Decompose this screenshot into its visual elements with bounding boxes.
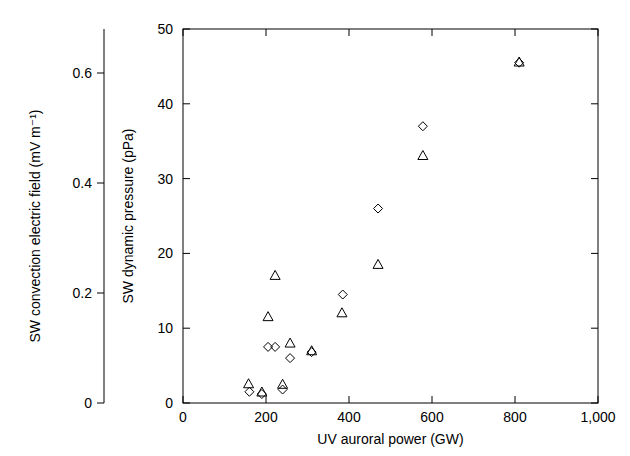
triangle-point [307, 346, 317, 355]
plot-frame [183, 29, 598, 403]
diamond-point [338, 290, 347, 299]
y-tick-label: 50 [157, 21, 173, 37]
x-tick-top [432, 29, 433, 36]
x-tick [432, 396, 433, 403]
y-tick-label: 20 [157, 245, 173, 261]
diamond-point [257, 390, 266, 399]
y-tick-right [591, 403, 598, 404]
chart: 0 200 400 600 800 1,000 0 10 20 30 40 50 0 0.2 0.4 0.6 U… [0, 0, 630, 456]
triangle-point [263, 312, 273, 321]
x-tick-top [183, 29, 184, 36]
y-tick [183, 29, 190, 30]
triangle-point [418, 151, 428, 160]
y2-tick-label: 0.2 [73, 285, 93, 301]
y2-tick [97, 403, 104, 404]
x-tick-label: 400 [337, 409, 361, 425]
x-tick-top [598, 29, 599, 36]
y2-tick-label: 0 [84, 395, 92, 411]
points [244, 57, 525, 399]
y-tick [183, 103, 190, 104]
diamond-point [286, 354, 295, 363]
triangle-point [244, 379, 254, 388]
y-tick [183, 328, 190, 329]
triangle-point [514, 57, 524, 66]
x-tick [515, 396, 516, 403]
x-tick-top [515, 29, 516, 36]
triangle-point [373, 259, 383, 268]
x-tick [183, 396, 184, 403]
y-tick-right [591, 29, 598, 30]
diamond-point [271, 342, 280, 351]
y-axis-title: SW dynamic pressure (pPa) [120, 128, 136, 303]
y2-tick-label: 0.4 [73, 175, 93, 191]
diamond-point [245, 387, 254, 396]
y2-tick [97, 293, 104, 294]
diamond-point [278, 385, 287, 394]
y-tick-right [591, 103, 598, 104]
y-tick-label: 10 [157, 320, 173, 336]
y2-axis-line [104, 29, 105, 403]
y-tick-right [591, 328, 598, 329]
y-tick [183, 178, 190, 179]
x-tick-top [266, 29, 267, 36]
triangle-point [278, 379, 288, 388]
y-tick-label: 40 [157, 96, 173, 112]
y-tick-label: 0 [165, 395, 173, 411]
triangle-point [337, 308, 347, 317]
x-tick-label: 0 [179, 409, 187, 425]
triangle-point [270, 270, 280, 279]
x-tick-label: 1,000 [580, 409, 615, 425]
y-tick-label: 30 [157, 171, 173, 187]
diamond-point [418, 122, 427, 131]
triangle-point [285, 338, 295, 347]
y2-tick [97, 73, 104, 74]
x-tick-top [349, 29, 350, 36]
y-tick [183, 253, 190, 254]
y2-tick [97, 183, 104, 184]
y-tick [183, 403, 190, 404]
x-tick-label: 800 [503, 409, 527, 425]
x-tick [349, 396, 350, 403]
y-tick-right [591, 253, 598, 254]
y2-tick-label: 0.6 [73, 65, 93, 81]
x-tick [266, 396, 267, 403]
y2-axis-title: SW convection electric field (mV m⁻¹) [27, 110, 43, 343]
y-tick-right [591, 178, 598, 179]
x-tick-label: 600 [420, 409, 444, 425]
diamond-point [374, 204, 383, 213]
x-axis-title: UV auroral power (GW) [317, 431, 463, 447]
x-tick-label: 200 [254, 409, 278, 425]
x-tick [598, 396, 599, 403]
triangle-point [257, 387, 267, 396]
